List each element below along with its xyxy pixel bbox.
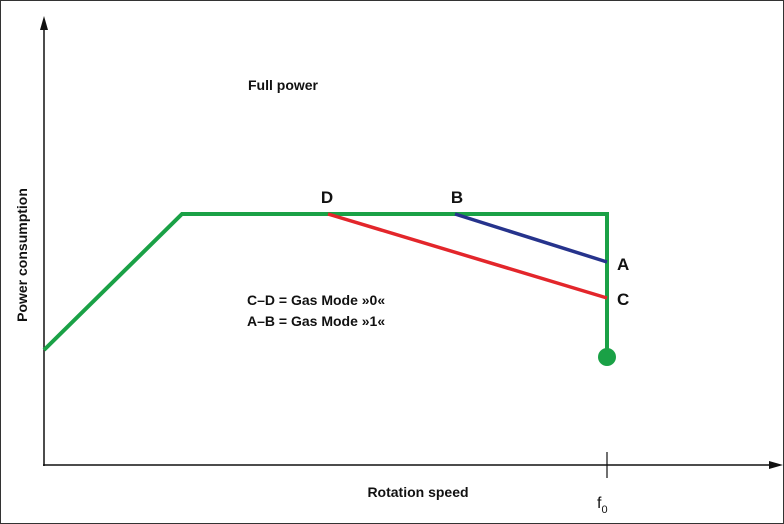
x-axis-label: Rotation speed [367, 484, 468, 500]
gas-mode-0-line [327, 212, 608, 300]
y-axis-arrow [40, 16, 48, 30]
point-label: A [617, 255, 629, 274]
gas-mode-1-line [454, 212, 608, 264]
f0-subscript: 0 [601, 504, 607, 516]
point-label: C [617, 290, 629, 309]
legend-text: C–D = Gas Mode »0« [247, 292, 385, 308]
point-label: B [451, 188, 463, 207]
end-dot [598, 348, 616, 366]
legend-text: A–B = Gas Mode »1« [247, 313, 385, 329]
y-axis-label: Power consumption [14, 188, 30, 322]
title: Full power [248, 77, 319, 93]
f0-main: f [597, 495, 602, 512]
full-power-curve [42, 212, 609, 357]
x-axis-arrow [769, 461, 783, 469]
point-label: D [321, 188, 333, 207]
f0-label: f0 [597, 495, 608, 516]
